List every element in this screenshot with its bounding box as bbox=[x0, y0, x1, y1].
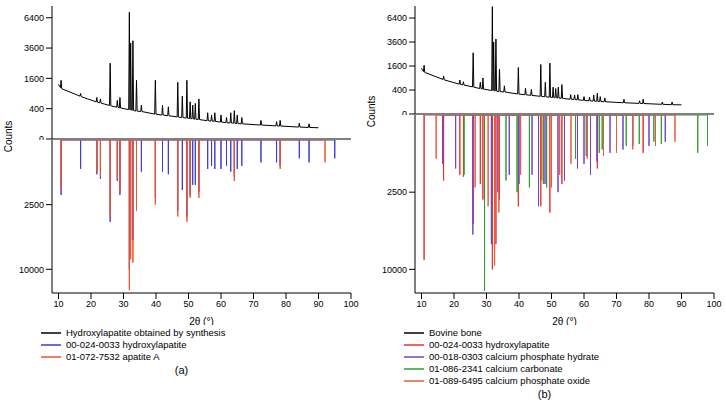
svg-text:50: 50 bbox=[183, 299, 193, 309]
html-text:00-018-0303 calcium phosphate: 00-018-0303 calcium phosphate hydrate bbox=[429, 351, 600, 362]
svg-text:90: 90 bbox=[313, 299, 323, 309]
svg-text:30: 30 bbox=[118, 299, 128, 309]
svg-text:30: 30 bbox=[481, 299, 491, 309]
svg-text:70: 70 bbox=[611, 299, 621, 309]
svg-text:2500: 2500 bbox=[24, 200, 44, 210]
svg-text:1600: 1600 bbox=[24, 74, 44, 84]
svg-text:10: 10 bbox=[53, 299, 63, 309]
html-text:00-024-0033 hydroxylapatite: 00-024-0033 hydroxylapatite bbox=[429, 339, 550, 350]
svg-text:60: 60 bbox=[216, 299, 226, 309]
svg-text:3600: 3600 bbox=[387, 37, 407, 47]
html-text:(a): (a) bbox=[174, 364, 189, 376]
svg-text:40: 40 bbox=[151, 299, 161, 309]
svg-text:100: 100 bbox=[706, 299, 718, 309]
svg-text:10: 10 bbox=[416, 299, 426, 309]
svg-text:400: 400 bbox=[29, 104, 44, 114]
svg-text:2θ (°): 2θ (°) bbox=[552, 316, 577, 325]
html-text:01-072-7532 apatite A: 01-072-7532 apatite A bbox=[66, 351, 160, 362]
html-text:01-089-6495 calcium phosphate: 01-089-6495 calcium phosphate oxide bbox=[429, 375, 591, 386]
html-text:Bovine bone: Bovine bone bbox=[429, 327, 482, 338]
svg-text:40: 40 bbox=[514, 299, 524, 309]
svg-text:80: 80 bbox=[281, 299, 291, 309]
svg-text:2θ (°): 2θ (°) bbox=[189, 316, 214, 325]
html-text:(b): (b) bbox=[537, 388, 552, 400]
svg-text:10000: 10000 bbox=[382, 265, 407, 275]
svg-text:0: 0 bbox=[402, 109, 407, 115]
svg-text:0: 0 bbox=[39, 134, 44, 140]
html-text:Counts: Counts bbox=[2, 120, 14, 153]
svg-text:3600: 3600 bbox=[24, 43, 44, 53]
svg-text:70: 70 bbox=[248, 299, 258, 309]
html-text:Hydroxylapatite obtained by sy: Hydroxylapatite obtained by synthesis bbox=[66, 327, 226, 338]
svg-text:60: 60 bbox=[579, 299, 589, 309]
html-text:01-086-2341 calcium carbonate: 01-086-2341 calcium carbonate bbox=[429, 363, 563, 374]
svg-text:400: 400 bbox=[392, 85, 407, 95]
svg-text:6400: 6400 bbox=[387, 13, 407, 23]
svg-text:90: 90 bbox=[676, 299, 686, 309]
svg-text:50: 50 bbox=[546, 299, 556, 309]
svg-text:6400: 6400 bbox=[24, 13, 44, 23]
svg-text:80: 80 bbox=[644, 299, 654, 309]
svg-text:20: 20 bbox=[449, 299, 459, 309]
svg-text:10000: 10000 bbox=[19, 265, 44, 275]
svg-text:20: 20 bbox=[86, 299, 96, 309]
html-text:00-024-0033 hydroxylapatite: 00-024-0033 hydroxylapatite bbox=[66, 339, 187, 350]
svg-text:1600: 1600 bbox=[387, 61, 407, 71]
html-text:Counts: Counts bbox=[365, 95, 377, 128]
svg-text:2500: 2500 bbox=[387, 187, 407, 197]
svg-text:100: 100 bbox=[343, 299, 358, 309]
